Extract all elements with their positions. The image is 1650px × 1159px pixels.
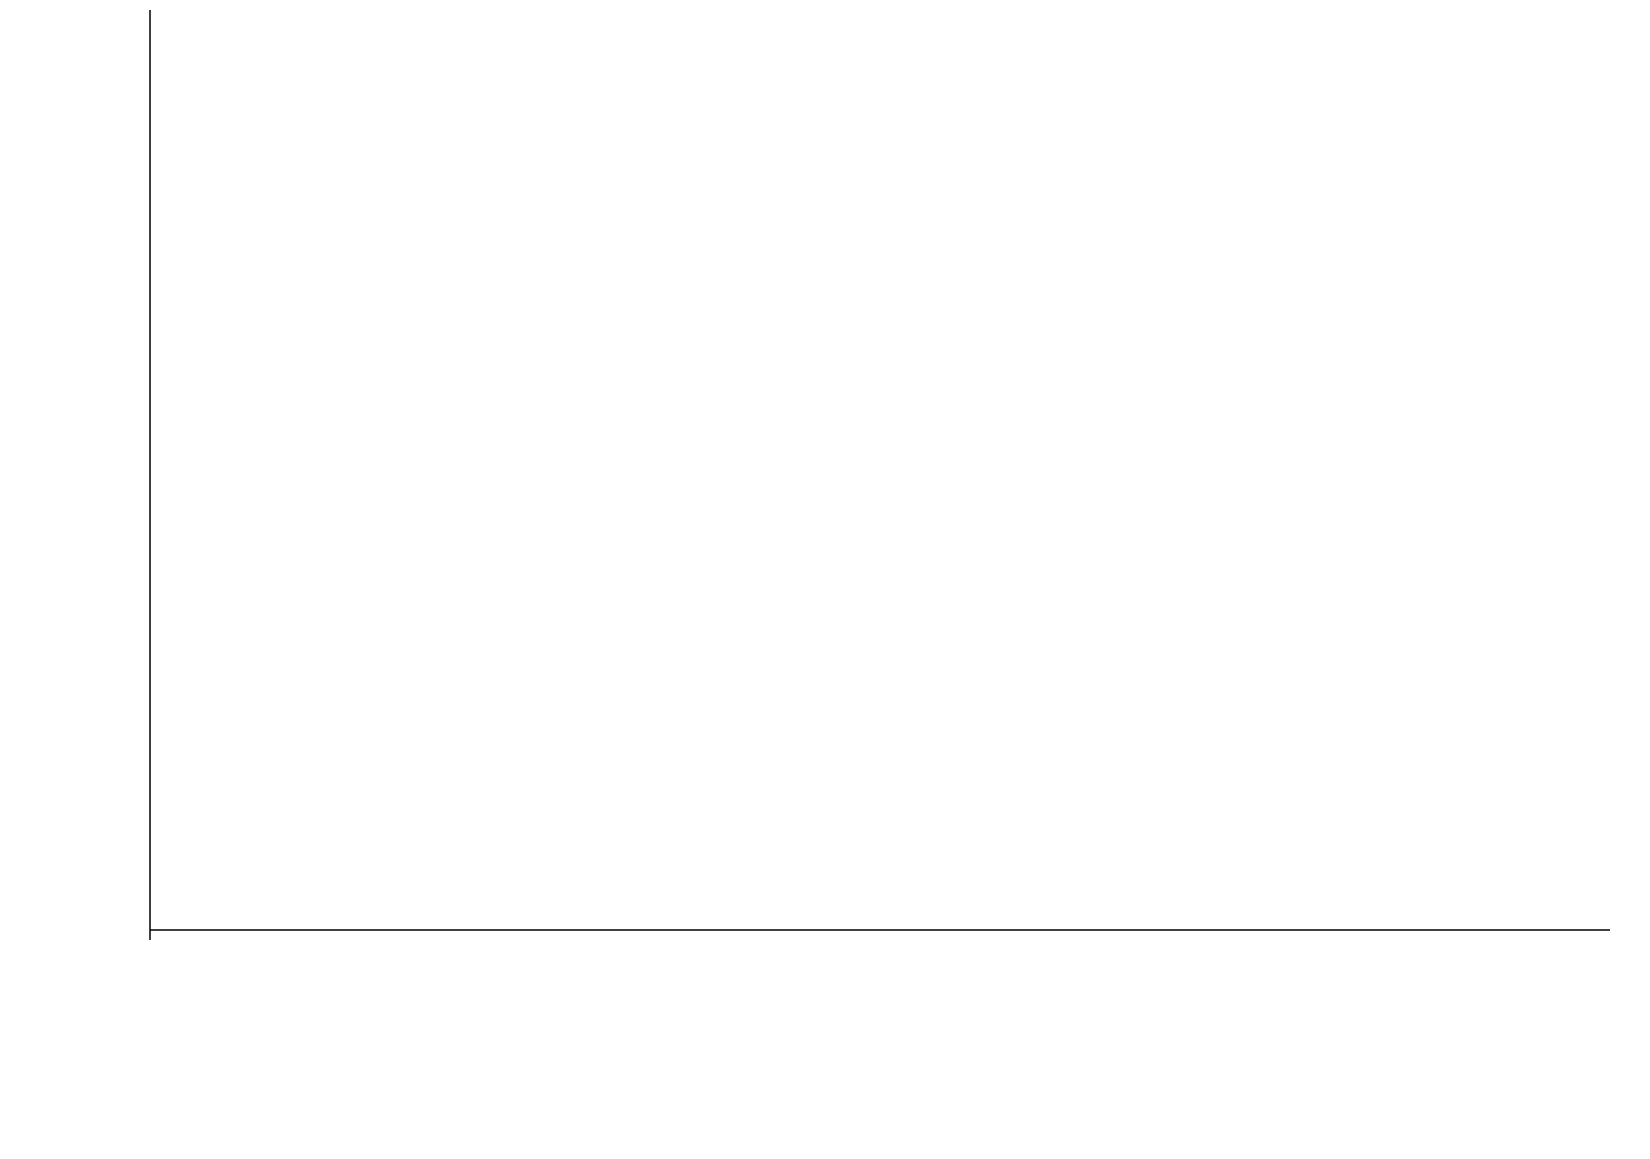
chart-bg (0, 0, 1650, 1159)
density-chart (0, 0, 1650, 1159)
chart-svg (0, 0, 1650, 1159)
